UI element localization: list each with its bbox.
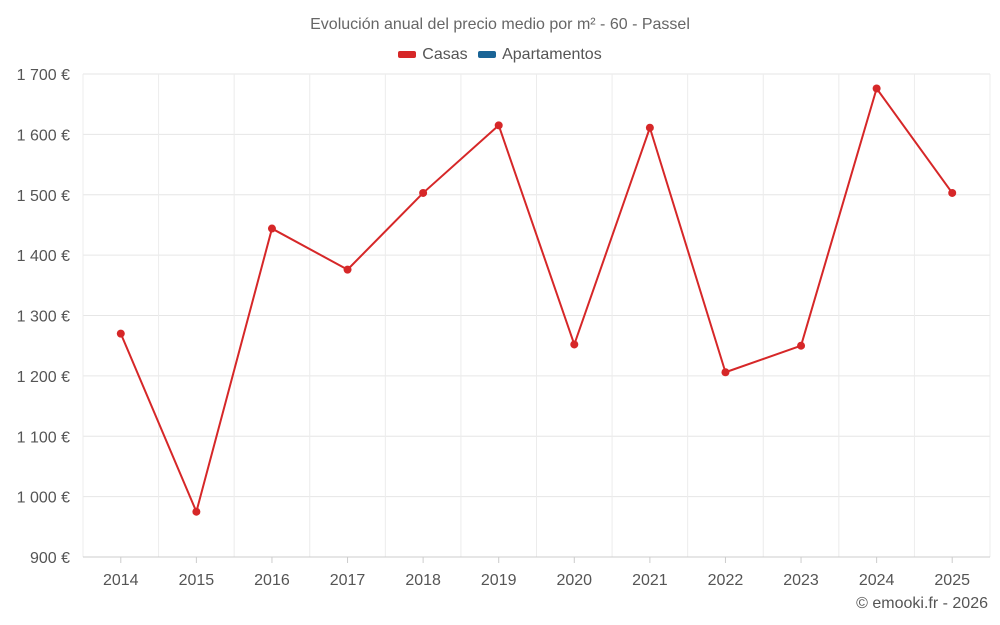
legend-swatch-casas bbox=[398, 51, 417, 58]
x-tick-label: 2014 bbox=[103, 572, 139, 589]
data-point bbox=[797, 341, 806, 350]
data-point bbox=[570, 340, 579, 349]
data-point bbox=[872, 84, 881, 93]
x-tick-label: 2019 bbox=[481, 572, 517, 589]
data-point bbox=[116, 329, 125, 338]
y-tick-label: 900 € bbox=[30, 550, 70, 567]
x-tick-label: 2017 bbox=[330, 572, 366, 589]
data-point bbox=[721, 368, 730, 377]
legend-swatch-apartamentos bbox=[478, 51, 497, 58]
x-tick-label: 2021 bbox=[632, 572, 668, 589]
x-tick-label: 2025 bbox=[934, 572, 970, 589]
x-tick-label: 2018 bbox=[405, 572, 441, 589]
chart-title: Evolución anual del precio medio por m² … bbox=[310, 16, 690, 33]
data-point bbox=[419, 188, 428, 197]
x-tick-label: 2020 bbox=[556, 572, 592, 589]
data-point bbox=[267, 224, 276, 233]
y-tick-label: 1 400 € bbox=[17, 248, 70, 265]
credit-text: © emooki.fr - 2026 bbox=[856, 595, 988, 612]
x-tick-label: 2022 bbox=[708, 572, 744, 589]
x-tick-label: 2024 bbox=[859, 572, 895, 589]
legend-item-casas[interactable]: Casas bbox=[398, 45, 468, 64]
data-point bbox=[948, 188, 957, 197]
y-tick-label: 1 700 € bbox=[17, 67, 70, 84]
data-point bbox=[494, 121, 503, 130]
x-tick-label: 2016 bbox=[254, 572, 290, 589]
data-point bbox=[645, 123, 654, 132]
y-tick-label: 1 000 € bbox=[17, 490, 70, 507]
data-point bbox=[343, 265, 352, 274]
y-tick-label: 1 600 € bbox=[17, 127, 70, 144]
legend-label-casas: Casas bbox=[422, 45, 468, 63]
x-tick-label: 2015 bbox=[179, 572, 215, 589]
y-tick-label: 1 500 € bbox=[17, 188, 70, 205]
x-tick-label: 2023 bbox=[783, 572, 819, 589]
y-tick-label: 1 200 € bbox=[17, 369, 70, 386]
y-tick-label: 1 100 € bbox=[17, 429, 70, 446]
y-tick-label: 1 300 € bbox=[17, 309, 70, 326]
legend: Casas Apartamentos bbox=[0, 45, 1000, 64]
series-line-casas bbox=[119, 87, 954, 513]
legend-item-apartamentos[interactable]: Apartamentos bbox=[478, 46, 602, 64]
data-point bbox=[192, 507, 201, 516]
legend-label-apartamentos: Apartamentos bbox=[502, 45, 602, 63]
